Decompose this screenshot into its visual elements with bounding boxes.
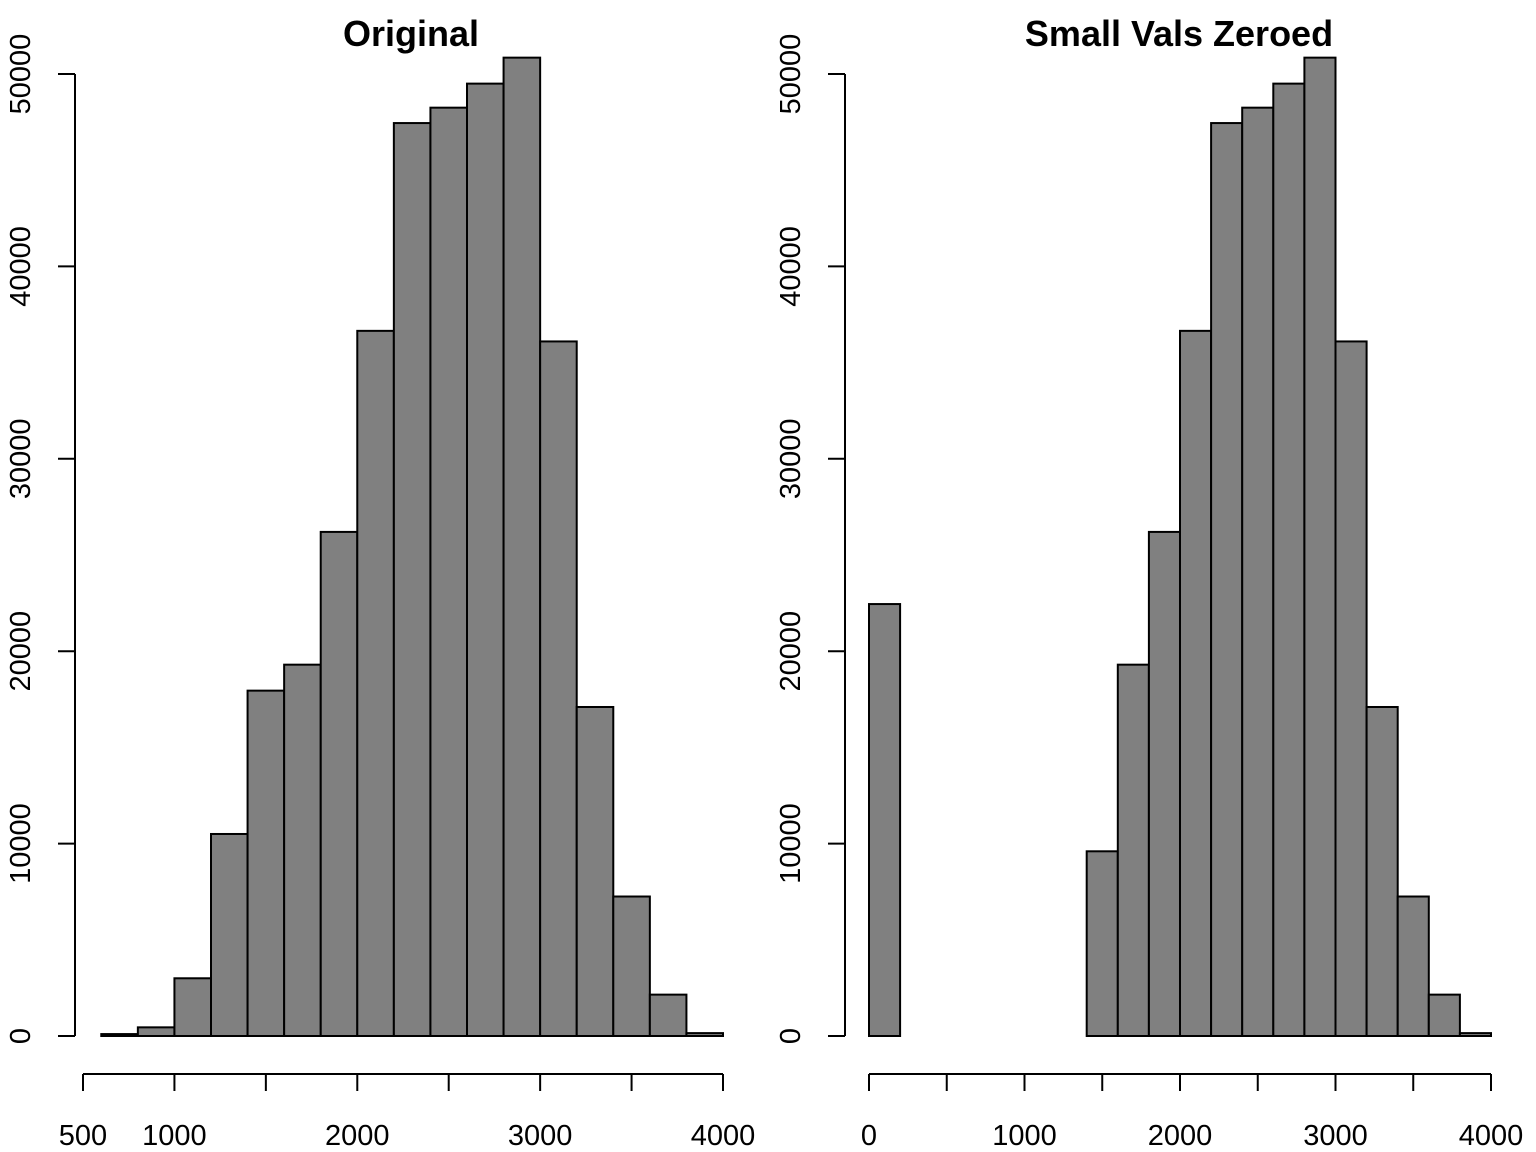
x-tick-label: 0 xyxy=(861,1120,877,1152)
bar xyxy=(685,1032,725,1038)
y-tick-label: 0 xyxy=(775,1028,807,1044)
bar xyxy=(1241,106,1275,1038)
bar xyxy=(173,977,213,1038)
bar xyxy=(319,530,359,1037)
histogram-small-vals-zeroed: Small Vals Zeroed01000020000300004000050… xyxy=(775,13,1523,1152)
bar xyxy=(283,663,322,1038)
bar xyxy=(429,106,468,1038)
bar xyxy=(1085,850,1119,1038)
y-tick-label: 10000 xyxy=(5,803,37,884)
bar xyxy=(502,56,542,1038)
y-tick-label: 0 xyxy=(5,1028,37,1044)
bar xyxy=(356,329,395,1037)
bar xyxy=(466,82,505,1038)
bar xyxy=(1179,329,1213,1037)
y-tick-label: 20000 xyxy=(5,611,37,692)
y-tick-label: 30000 xyxy=(5,418,37,499)
y-tick-label: 20000 xyxy=(775,611,807,692)
chart-title-original: Original xyxy=(343,13,479,54)
bar xyxy=(612,895,651,1038)
y-tick-label: 50000 xyxy=(775,34,807,115)
y-tick-label: 40000 xyxy=(775,226,807,307)
bar xyxy=(1210,122,1244,1037)
x-tick-label: 3000 xyxy=(508,1120,573,1152)
x-tick-label: 4000 xyxy=(1459,1120,1524,1152)
bar xyxy=(648,993,688,1037)
chart-title-zeroed: Small Vals Zeroed xyxy=(1025,13,1333,54)
bar xyxy=(1365,705,1399,1037)
bar xyxy=(1116,663,1150,1038)
bar xyxy=(868,603,902,1037)
x-tick-label: 1000 xyxy=(992,1120,1057,1152)
bar xyxy=(539,340,578,1038)
bar xyxy=(246,689,286,1038)
bar xyxy=(210,832,249,1037)
x-tick-label: 4000 xyxy=(691,1120,756,1152)
y-tick-label: 30000 xyxy=(775,418,807,499)
histogram-original: Original 0 10000 20000 30000 40000 50000 500 100… xyxy=(5,13,755,1152)
bar xyxy=(1272,82,1306,1038)
bar xyxy=(1303,56,1337,1038)
x-tick-label: 2000 xyxy=(1148,1120,1213,1152)
x-tick-label: 500 xyxy=(59,1120,107,1152)
bar xyxy=(136,1026,176,1038)
x-tick-label: 3000 xyxy=(1303,1120,1368,1152)
bar xyxy=(575,705,615,1037)
y-tick-label: 40000 xyxy=(5,226,37,307)
bar xyxy=(1427,993,1461,1037)
bar xyxy=(1334,340,1368,1038)
x-tick-label: 1000 xyxy=(142,1120,207,1152)
bar xyxy=(1147,530,1182,1037)
y-tick-label: 50000 xyxy=(5,34,37,115)
bar xyxy=(1458,1032,1493,1038)
bar xyxy=(1396,895,1430,1038)
x-tick-label: 2000 xyxy=(325,1120,390,1152)
y-tick-label: 10000 xyxy=(775,803,807,884)
bar xyxy=(392,122,432,1037)
bar xyxy=(100,1033,139,1038)
